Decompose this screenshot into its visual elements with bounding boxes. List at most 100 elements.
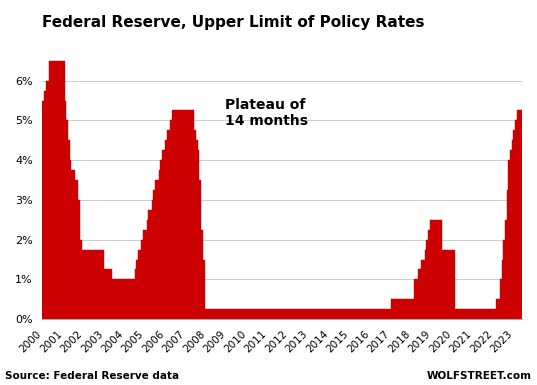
Bar (438, 220, 440, 319)
Bar (490, 309, 491, 319)
Bar (355, 309, 357, 319)
Bar (285, 309, 287, 319)
Bar (42, 100, 44, 319)
Bar (394, 299, 396, 319)
Bar (100, 249, 102, 319)
Bar (80, 239, 82, 319)
Bar (208, 309, 210, 319)
Bar (338, 309, 339, 319)
Bar (274, 309, 276, 319)
Bar (467, 309, 469, 319)
Bar (515, 121, 517, 319)
Bar (129, 280, 131, 319)
Bar (268, 309, 270, 319)
Bar (201, 230, 203, 319)
Bar (328, 309, 329, 319)
Bar (194, 131, 196, 319)
Bar (259, 309, 261, 319)
Bar (198, 150, 199, 319)
Bar (341, 309, 343, 319)
Bar (51, 61, 53, 319)
Bar (433, 220, 435, 319)
Bar (179, 110, 180, 319)
Bar (230, 309, 232, 319)
Bar (56, 61, 58, 319)
Bar (187, 110, 189, 319)
Bar (235, 309, 237, 319)
Bar (457, 309, 459, 319)
Bar (386, 309, 387, 319)
Bar (239, 309, 241, 319)
Bar (287, 309, 288, 319)
Bar (131, 280, 133, 319)
Bar (506, 190, 509, 319)
Bar (227, 309, 228, 319)
Bar (389, 309, 390, 319)
Bar (316, 309, 317, 319)
Bar (167, 131, 169, 319)
Bar (261, 309, 263, 319)
Text: WOLFSTREET.com: WOLFSTREET.com (426, 371, 532, 381)
Bar (157, 180, 158, 319)
Bar (73, 170, 75, 319)
Bar (314, 309, 316, 319)
Bar (206, 309, 208, 319)
Bar (225, 309, 227, 319)
Bar (155, 180, 157, 319)
Bar (241, 309, 242, 319)
Bar (387, 309, 389, 319)
Bar (90, 249, 92, 319)
Bar (216, 309, 218, 319)
Bar (290, 309, 292, 319)
Bar (148, 210, 150, 319)
Bar (480, 309, 481, 319)
Bar (228, 309, 230, 319)
Bar (374, 309, 375, 319)
Bar (335, 309, 336, 319)
Bar (121, 280, 122, 319)
Bar (44, 90, 46, 319)
Bar (346, 309, 348, 319)
Bar (444, 249, 445, 319)
Bar (256, 309, 258, 319)
Bar (484, 309, 486, 319)
Bar (249, 309, 251, 319)
Bar (147, 220, 148, 319)
Bar (440, 220, 442, 319)
Bar (409, 299, 411, 319)
Bar (87, 249, 89, 319)
Bar (210, 309, 212, 319)
Bar (60, 61, 61, 319)
Bar (351, 309, 353, 319)
Bar (160, 160, 162, 319)
Bar (112, 280, 114, 319)
Text: Plateau of
14 months: Plateau of 14 months (224, 98, 308, 128)
Bar (151, 200, 154, 319)
Bar (244, 309, 245, 319)
Bar (422, 259, 423, 319)
Text: Federal Reserve, Upper Limit of Policy Rates: Federal Reserve, Upper Limit of Policy R… (42, 15, 425, 30)
Bar (483, 309, 484, 319)
Bar (280, 309, 281, 319)
Bar (496, 299, 498, 319)
Bar (135, 270, 136, 319)
Bar (116, 280, 118, 319)
Bar (343, 309, 345, 319)
Bar (491, 309, 493, 319)
Bar (114, 280, 116, 319)
Bar (107, 270, 109, 319)
Bar (106, 270, 107, 319)
Bar (242, 309, 244, 319)
Bar (145, 230, 147, 319)
Bar (495, 309, 496, 319)
Bar (49, 61, 51, 319)
Bar (512, 140, 513, 319)
Bar (293, 309, 295, 319)
Bar (254, 309, 256, 319)
Bar (67, 121, 68, 319)
Bar (399, 299, 401, 319)
Bar (297, 309, 299, 319)
Bar (299, 309, 300, 319)
Bar (122, 280, 125, 319)
Bar (184, 110, 186, 319)
